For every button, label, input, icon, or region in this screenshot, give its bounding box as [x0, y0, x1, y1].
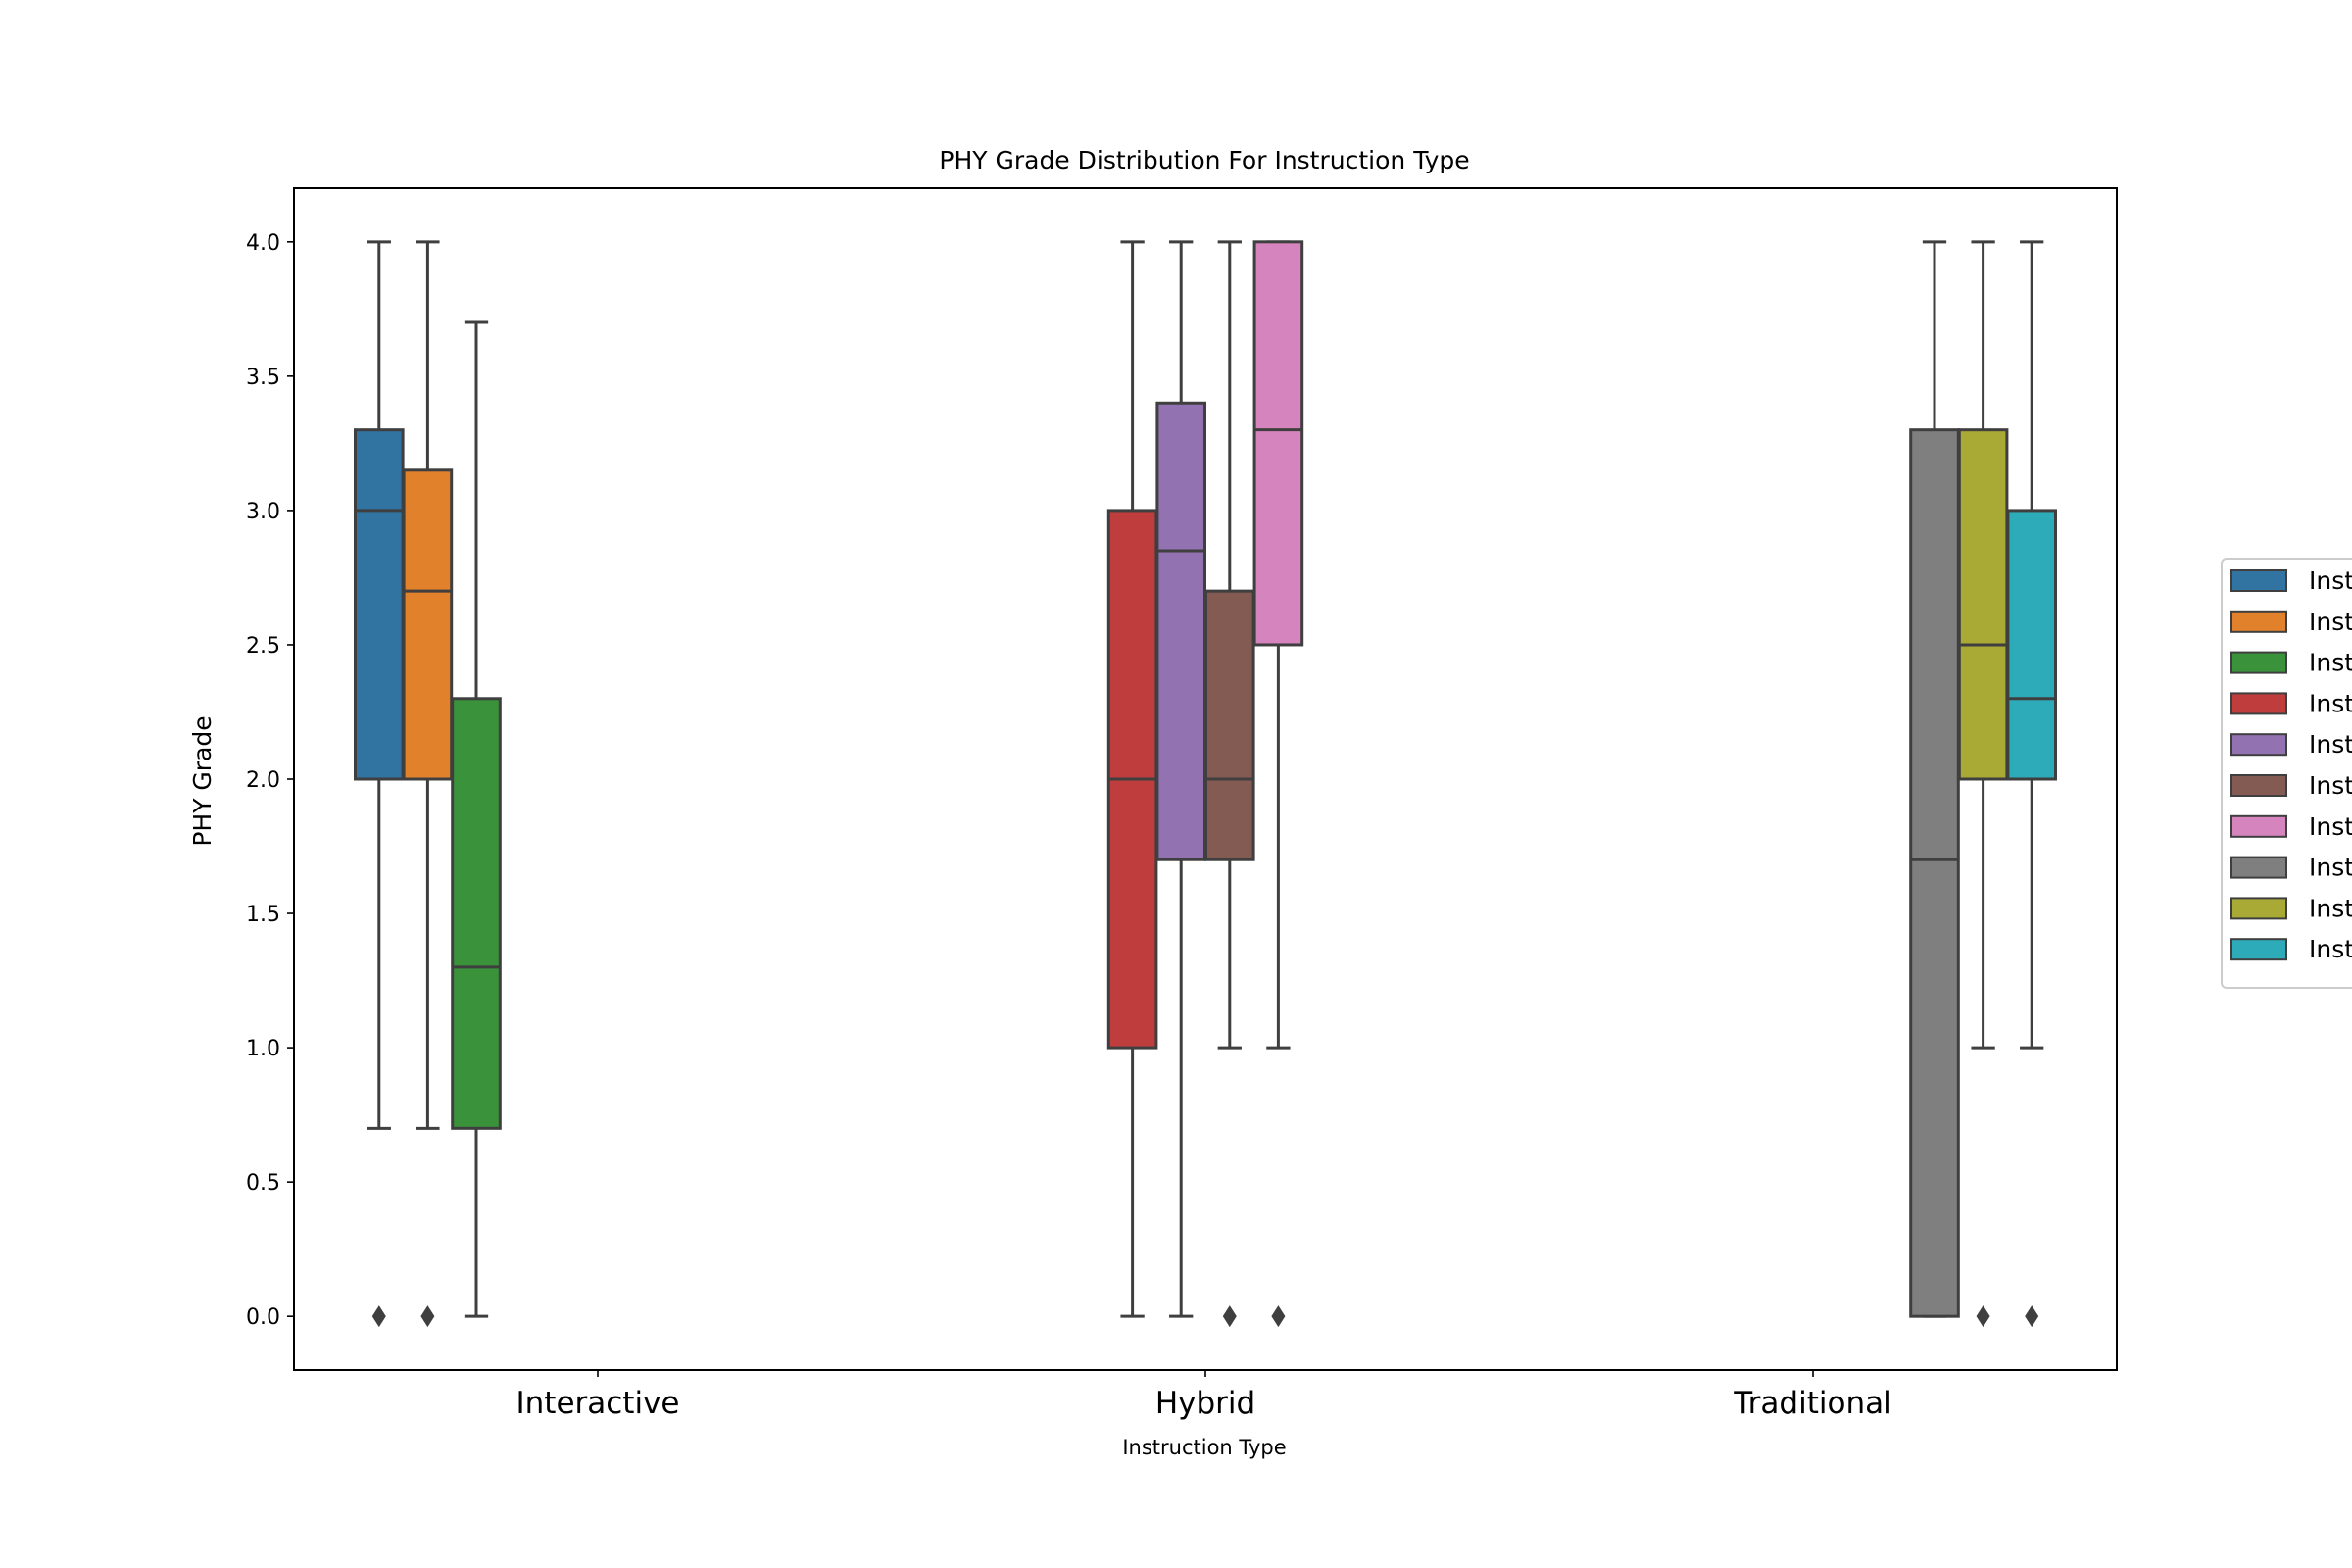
legend-label: Inst: [2309, 566, 2352, 595]
legend-label: Inst: [2309, 894, 2352, 922]
legend-label: Inst: [2309, 608, 2352, 636]
y-tick-label: 0.5: [246, 1171, 280, 1196]
legend-swatch: [2230, 774, 2287, 797]
legend-label: Inst: [2309, 812, 2352, 841]
box-series-1: [402, 240, 454, 1328]
x-tick-label: Interactive: [516, 1386, 680, 1421]
outlier-point: [2025, 1305, 2039, 1328]
legend-label: Inst: [2309, 689, 2352, 717]
y-tick-label: 1.5: [246, 903, 280, 927]
legend-swatch: [2230, 856, 2287, 879]
y-tick-label: 3.0: [246, 500, 280, 524]
box-series-8: [1957, 240, 2009, 1328]
outlier-point: [420, 1305, 435, 1328]
x-tick-label: Traditional: [1733, 1386, 1891, 1421]
legend-swatch: [2230, 938, 2287, 961]
box-body: [402, 468, 454, 781]
y-axis-label: PHY Grade: [188, 715, 217, 846]
legend-swatch: [2230, 733, 2287, 757]
x-axis-label: Instruction Type: [1122, 1436, 1286, 1459]
legend-swatch: [2230, 610, 2287, 633]
x-axis-ticks: Interactive Hybrid Traditional: [516, 1370, 1892, 1421]
box-body: [1909, 428, 1960, 1318]
box-body: [451, 697, 502, 1130]
box-series-6: [1252, 240, 1304, 1328]
chart-title: PHY Grade Distribution For Instruction T…: [939, 146, 1469, 174]
legend-label: Inst: [2309, 854, 2352, 882]
box-body: [1252, 240, 1304, 647]
box-series-0: [353, 240, 405, 1328]
legend-label: Inst: [2309, 730, 2352, 759]
legend-label: Inst: [2309, 771, 2352, 800]
legend-swatch: [2230, 651, 2287, 674]
x-tick-label: Hybrid: [1155, 1386, 1255, 1421]
box-series-9: [2006, 240, 2058, 1328]
legend-swatch: [2230, 569, 2287, 592]
outlier-point: [1976, 1305, 1990, 1328]
legend-label: Inst: [2309, 649, 2352, 677]
outlier-point: [1271, 1305, 1286, 1328]
outlier-point: [1222, 1305, 1237, 1328]
outlier-point: [371, 1305, 386, 1328]
y-tick-label: 2.0: [246, 768, 280, 793]
box-body: [1957, 428, 2009, 781]
y-tick-label: 3.5: [246, 366, 280, 390]
box-body: [1155, 401, 1207, 861]
box-body: [353, 428, 405, 781]
legend: Inst Inst Inst Inst Inst Inst Inst Inst Inst Inst: [2221, 558, 2352, 989]
y-tick-label: 2.5: [246, 634, 280, 659]
box-series-3: [1106, 240, 1158, 1318]
legend-swatch: [2230, 692, 2287, 715]
legend-swatch: [2230, 897, 2287, 920]
legend-label: Inst: [2309, 935, 2352, 963]
box-series-5: [1203, 240, 1255, 1328]
box-series-2: [451, 320, 502, 1318]
y-tick-label: 1.0: [246, 1037, 280, 1061]
y-tick-label: 0.0: [246, 1305, 280, 1330]
y-tick-label: 4.0: [246, 231, 280, 256]
box-series-7: [1909, 240, 1960, 1318]
y-axis-ticks: 0.0 0.5 1.0 1.5 2.0 2.5 3.0 3.5 4.0: [246, 231, 294, 1330]
box-body: [2006, 509, 2058, 781]
plot-area: [293, 187, 2118, 1371]
box-body: [1203, 589, 1255, 861]
legend-swatch: [2230, 814, 2287, 838]
box-series-4: [1155, 240, 1207, 1318]
